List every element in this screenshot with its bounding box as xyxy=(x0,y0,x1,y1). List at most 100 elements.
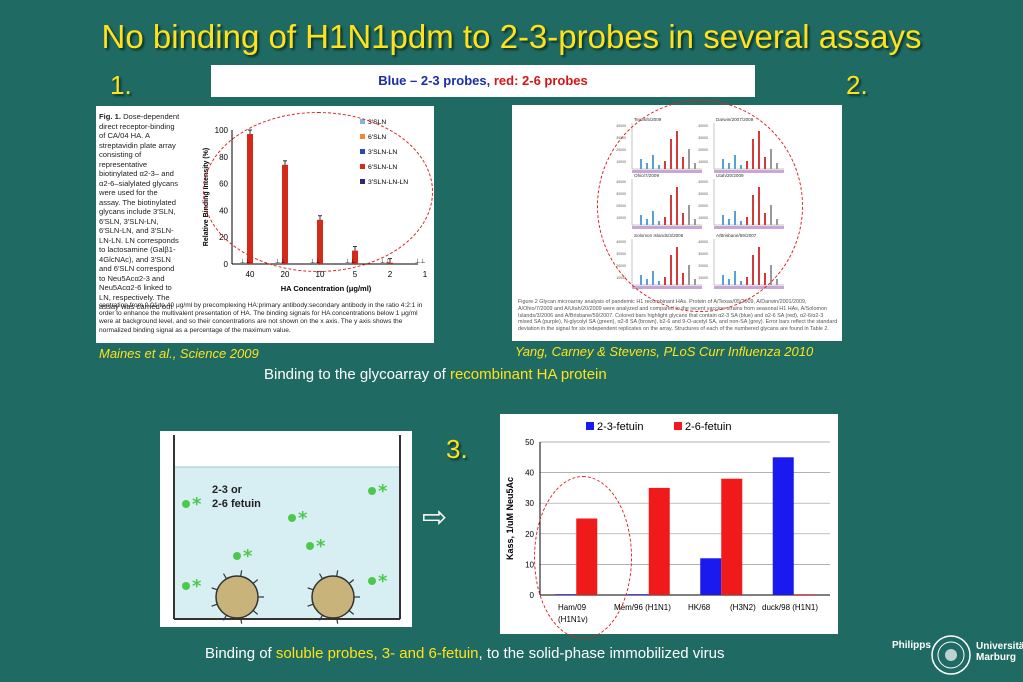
f1-bg-marks: ⊥⊥ xyxy=(240,258,250,265)
highlight-ellipse-3 xyxy=(534,476,632,639)
chart-bar-2-6-fetuin xyxy=(648,487,670,595)
highlight-ellipse-2 xyxy=(597,100,803,312)
virus-spike xyxy=(211,603,218,607)
diagram-label-line2: 2-6 fetuin xyxy=(212,498,261,510)
sialic-acid-star-icon: * xyxy=(298,508,308,529)
diagram-label-line1: 2-3 or xyxy=(212,484,242,496)
f1-xtick-label: 20 xyxy=(281,270,290,279)
figure-1-bottom-caption: centration from 0.01 to 40 μg/ml by prec… xyxy=(99,302,423,334)
f1-xtick-label: 2 xyxy=(388,270,393,279)
chart-bar-2-3-fetuin xyxy=(772,457,794,595)
f1-ytick-label: 0 xyxy=(224,260,229,269)
figure-1-side-caption: Fig. 1. Dose-dependent direct receptor-b… xyxy=(99,112,181,312)
virus-spike xyxy=(252,610,259,615)
virus-spike xyxy=(307,603,314,607)
logo-right-text: Universität Marburg xyxy=(976,641,1023,663)
fetuin-diagram-drawing: * * * * * * * xyxy=(173,435,401,624)
f1-ytick-label: 100 xyxy=(215,126,229,135)
fetuin-probe-dot xyxy=(368,577,376,585)
f2-ytick: 10000 xyxy=(616,276,626,280)
sialic-acid-star-icon: * xyxy=(192,494,202,515)
chart-ylabel: Kass, 1/uM Neu5Ac xyxy=(505,477,515,560)
label-one: 1. xyxy=(110,70,132,100)
diagram-label: 2-3 or 2-6 fetuin xyxy=(212,483,261,511)
fetuin-probe-dot xyxy=(233,552,241,560)
chart-ytick-label: 0 xyxy=(530,591,535,600)
f1-bg-marks: ⊥⊥ xyxy=(415,258,425,265)
chart-xtick-label: HK/68 xyxy=(688,603,711,612)
chart-xtick-label: (H3N2) xyxy=(730,603,756,612)
virus-particle-icon xyxy=(311,575,355,619)
figure-1-caption-label: Fig. 1. xyxy=(99,112,121,121)
legend-blue-text: Blue – 2-3 probes, xyxy=(378,73,491,88)
f1-bg-marks: ⊥⊥ xyxy=(380,258,390,265)
chart-bar-2-6-fetuin xyxy=(793,594,815,595)
sialic-acid-star-icon: * xyxy=(243,546,253,567)
citation-maines: Maines et al., Science 2009 xyxy=(99,346,259,361)
label-three: 3. xyxy=(446,434,468,464)
f1-xtick-label: 1 xyxy=(423,270,428,279)
f1-xlabel: HA Concentration (μg/ml) xyxy=(281,284,372,293)
highlight-ellipse-1 xyxy=(203,112,433,272)
logo-right-line2: Marburg xyxy=(976,652,1016,663)
f2-panel-bar xyxy=(776,279,778,285)
university-seal-icon xyxy=(931,635,971,675)
sialic-acid-star-icon: * xyxy=(378,571,388,592)
chart-bar-2-3-fetuin xyxy=(700,558,722,595)
binding-line-soluble: Binding of soluble probes, 3- and 6-fetu… xyxy=(205,645,724,662)
chart-legend-label: 2-6-fetuin xyxy=(685,421,731,433)
fetuin-diagram: * * * * * * * 2-3 or 2-6 fetuin xyxy=(160,431,412,627)
chart-ytick-label: 40 xyxy=(525,469,534,478)
f1-bar-6slnln xyxy=(387,262,393,264)
sialic-acid-star-icon: * xyxy=(316,536,326,557)
logo-right-line1: Universität xyxy=(976,641,1023,652)
binding-line2-pre: Binding of xyxy=(205,645,272,662)
binding-line2-post: , to the solid-phase immobilized virus xyxy=(478,645,725,662)
virus-spike xyxy=(336,617,339,624)
logo-left-text: Philipps xyxy=(892,640,931,651)
fetuin-probe-dot xyxy=(288,514,296,522)
f1-xtick-label: 10 xyxy=(316,270,325,279)
virus-spike xyxy=(318,614,324,621)
virus-spike xyxy=(348,610,355,615)
virus-spike xyxy=(211,587,218,591)
probe-color-legend: Blue – 2-3 probes, red: 2-6 probes xyxy=(211,65,755,97)
figure-1-caption-text: Dose-dependent direct receptor-binding o… xyxy=(99,112,180,312)
slide-title: No binding of H1N1pdm to 2-3-probes in s… xyxy=(101,18,922,55)
virus-spike xyxy=(222,573,228,580)
chart-ytick-label: 50 xyxy=(525,438,534,447)
label-two: 2. xyxy=(846,70,868,100)
binding-line1-pre: Binding to the glycoarray of xyxy=(264,366,446,383)
f1-xtick-label: 40 xyxy=(246,270,255,279)
chart-ytick-label: 30 xyxy=(525,499,534,508)
sialic-acid-star-icon: * xyxy=(192,576,202,597)
chart-legend-label: 2-3-fetuin xyxy=(597,421,643,433)
f1-xtick-label: 5 xyxy=(353,270,358,279)
sialic-acid-star-icon: * xyxy=(378,481,388,502)
right-arrow-icon: ⇨ xyxy=(422,501,448,534)
chart-legend-swatch xyxy=(674,422,682,430)
chart-legend-swatch xyxy=(586,422,594,430)
fetuin-probe-dot xyxy=(306,542,314,550)
virus-particle-icon xyxy=(215,575,259,619)
virus-spike xyxy=(307,587,314,591)
chart-ytick-label: 10 xyxy=(525,560,534,569)
virus-spike xyxy=(240,617,243,624)
chart-xtick-label: duck/98 (H1N1) xyxy=(762,603,818,612)
virus-spike xyxy=(348,579,355,584)
chart-bar-2-3-fetuin xyxy=(627,594,649,595)
chart-ytick-label: 20 xyxy=(525,530,534,539)
virus-spike xyxy=(318,573,324,580)
fetuin-probe-dot xyxy=(368,487,376,495)
chart-xtick-label: Mem/96 (H1N1) xyxy=(614,603,671,612)
virus-spike xyxy=(240,570,243,577)
fetuin-probe-dot xyxy=(182,582,190,590)
binding-line1-highlight: recombinant HA protein xyxy=(449,366,607,383)
legend-red-text: red: 2-6 probes xyxy=(493,73,588,88)
citation-yang: Yang, Carney & Stevens, PLoS Curr Influe… xyxy=(515,344,814,359)
virus-spike xyxy=(222,614,228,621)
binding-line2-highlight: soluble probes, 3- and 6-fetuin xyxy=(275,645,479,662)
f2-ytick: 40000 xyxy=(616,124,626,128)
fetuin-probe-dot xyxy=(182,500,190,508)
chart-bar-2-6-fetuin xyxy=(721,478,743,595)
